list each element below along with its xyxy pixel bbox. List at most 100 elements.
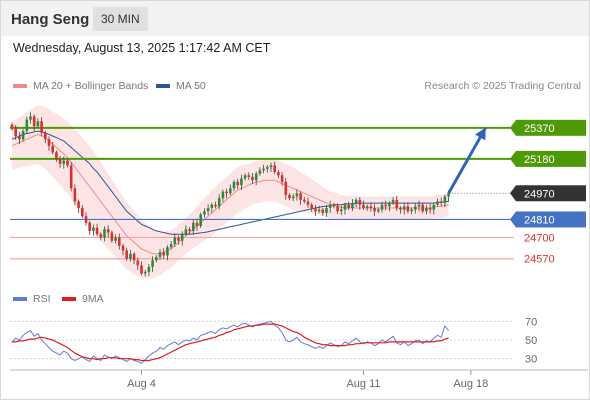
candle-body-95 [362, 204, 365, 208]
candle-body-73 [280, 175, 284, 182]
candle-body-35 [140, 265, 143, 274]
candle-body-47 [184, 229, 188, 235]
candle-body-18 [77, 201, 80, 208]
candle-body-9 [44, 132, 47, 140]
legend-rsi-ma: 9MA [62, 293, 104, 305]
candle-body-103 [391, 199, 395, 204]
candle-body-101 [384, 204, 387, 207]
candle-body-59 [229, 188, 232, 194]
candle-body-23 [95, 227, 99, 235]
candle-body-63 [243, 175, 247, 179]
candle-body-104 [395, 199, 399, 208]
candle-body-81 [310, 204, 313, 208]
candle-body-113 [428, 208, 432, 210]
resistance-label-box-25370 [516, 119, 586, 136]
forecast-arrow-shaft [447, 127, 487, 195]
candle-body-90 [343, 204, 347, 210]
candle-body-82 [314, 208, 317, 212]
legend-ma50-swatch [156, 84, 170, 88]
candle-body-53 [206, 208, 210, 212]
candle-body-12 [55, 152, 58, 159]
current-price-label: 24970 [524, 188, 555, 200]
candle-body-118 [447, 193, 450, 197]
candle-body-8 [40, 121, 43, 133]
candle-body-107 [406, 206, 410, 212]
candle-body-67 [258, 170, 262, 174]
legend-rsi-ma-label: 9MA [82, 293, 104, 305]
candle-body-6 [32, 116, 36, 127]
candle-body-29 [118, 237, 121, 246]
candle-body-116 [439, 201, 443, 204]
candle-body-52 [203, 211, 206, 215]
candle-body-30 [121, 245, 125, 251]
candle-body-48 [188, 229, 191, 231]
candle-body-17 [73, 188, 77, 202]
candle-body-56 [217, 198, 221, 207]
candle-body-70 [269, 165, 273, 168]
candle-body-71 [273, 165, 276, 172]
candle-body-69 [266, 167, 269, 169]
price-panel: 25370 25180 24970 24810 24700 24570 [10, 104, 586, 279]
candle-body-40 [158, 252, 162, 258]
candle-body-41 [162, 252, 165, 256]
resistance-label-pointer-25370 [510, 119, 516, 136]
candle-body-78 [299, 193, 302, 200]
rsi-tick-70: 70 [525, 316, 537, 328]
resistance-label-pointer-25180 [510, 150, 516, 167]
pivot-label-pointer [510, 211, 516, 228]
candle-body-117 [443, 196, 447, 204]
candle-body-68 [262, 168, 265, 171]
candle-body-50 [195, 222, 199, 226]
symbol-title: Hang Seng [11, 11, 90, 28]
candle-body-109 [414, 206, 417, 210]
legend-ma50-label: MA 50 [176, 80, 206, 92]
time-tick-Aug-11: Aug 11 [346, 378, 380, 390]
candle-body-66 [254, 173, 258, 181]
time-tick-Aug-4: Aug 4 [127, 378, 156, 390]
candle-body-45 [177, 237, 180, 241]
candle-body-7 [36, 121, 40, 127]
candle-body-77 [295, 193, 299, 197]
candle-body-105 [399, 208, 402, 210]
candle-body-88 [336, 206, 339, 212]
candle-body-19 [81, 208, 84, 217]
candle-body-65 [251, 176, 254, 181]
candle-body-60 [232, 181, 236, 189]
forecast-arrow-head [474, 127, 486, 141]
candle-body-61 [236, 181, 239, 186]
candle-body-21 [88, 222, 91, 231]
candle-body-43 [169, 244, 173, 248]
legend-rsi-swatch [13, 297, 27, 301]
candle-body-0 [10, 124, 14, 128]
candle-body-31 [125, 250, 128, 259]
support-label-24700: 24700 [524, 232, 555, 244]
resistance-label-25370: 25370 [524, 123, 555, 135]
rsi-ma-line [12, 323, 449, 362]
time-tick-Aug-18: Aug 18 [453, 378, 488, 390]
candle-body-102 [388, 203, 391, 207]
chart-header: Hang Seng 30 MIN [1, 1, 589, 36]
legend-ma20-label: MA 20 + Bollinger Bands [33, 80, 149, 92]
chart-datetime: Wednesday, August 13, 2025 1:17:42 AM CE… [13, 41, 271, 55]
candle-body-4 [25, 119, 29, 132]
candle-body-87 [332, 204, 336, 207]
candle-body-25 [103, 229, 106, 238]
pivot-label-box [516, 211, 586, 228]
interval-button[interactable]: 30 MIN [93, 7, 148, 31]
candle-body-26 [106, 229, 110, 233]
candle-body-62 [240, 178, 243, 186]
candle-body-57 [221, 191, 225, 199]
candle-body-89 [340, 209, 343, 212]
candle-body-72 [277, 172, 280, 176]
candle-body-80 [306, 201, 310, 205]
legend-rsi: RSI [13, 293, 51, 305]
candle-body-20 [84, 216, 88, 223]
candle-body-34 [136, 260, 140, 266]
candle-body-84 [321, 209, 325, 213]
legend-ma20: MA 20 + Bollinger Bands [13, 80, 148, 92]
candle-body-38 [151, 260, 154, 267]
candle-body-49 [192, 222, 195, 231]
legend-rsi-label: RSI [33, 293, 51, 305]
candle-body-110 [417, 204, 421, 207]
rsi-tick-30: 30 [525, 354, 537, 366]
